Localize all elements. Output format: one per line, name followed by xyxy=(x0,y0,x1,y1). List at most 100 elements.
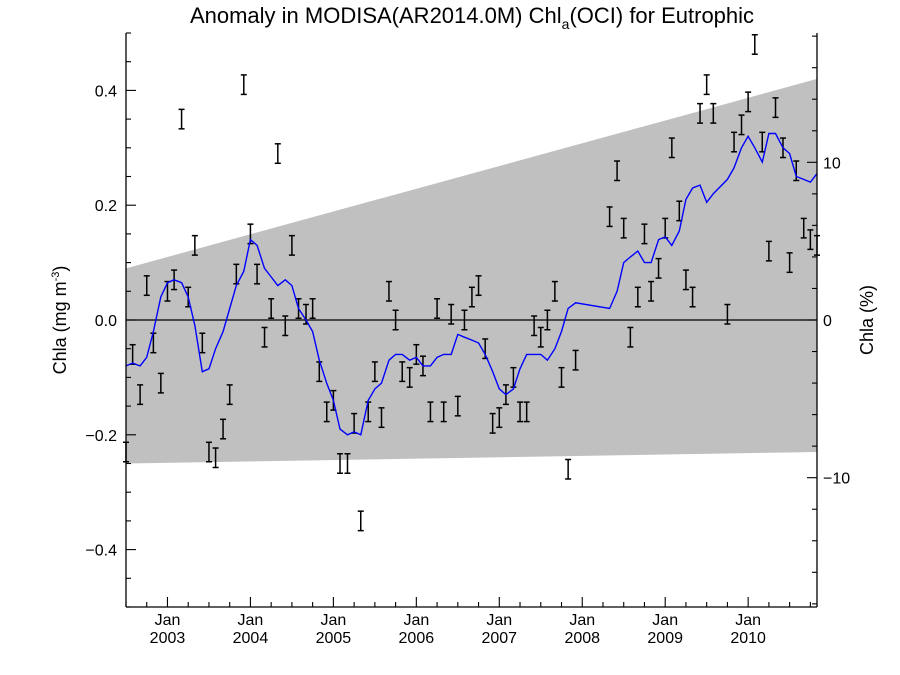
data-point xyxy=(682,269,689,291)
x-tick-label-month: Jan xyxy=(403,612,429,629)
y-tick-label: 0.0 xyxy=(95,313,117,330)
data-point xyxy=(558,366,565,388)
data-point xyxy=(254,263,261,285)
series-line xyxy=(125,132,818,436)
x-tick-label-month: Jan xyxy=(238,612,264,629)
data-point xyxy=(745,91,752,113)
data-point xyxy=(233,263,240,285)
x-tick-label-month: Jan xyxy=(569,612,595,629)
data-point xyxy=(697,102,704,124)
data-point xyxy=(648,280,655,302)
data-point xyxy=(523,401,530,423)
data-point xyxy=(461,309,468,331)
chart-title-prefix: Anomaly in MODISA(AR2014.0M) Chl xyxy=(190,3,562,28)
y2-tick-label: −10 xyxy=(823,471,850,488)
data-point xyxy=(309,298,316,320)
data-point xyxy=(392,309,399,331)
data-point xyxy=(572,349,579,371)
uncertainty-band xyxy=(126,78,817,464)
data-point xyxy=(634,286,641,308)
data-point xyxy=(434,298,441,320)
y-tick-label: 0.4 xyxy=(95,83,117,100)
x-tick-label-year: 2008 xyxy=(564,630,600,647)
data-point xyxy=(205,441,212,463)
data-point xyxy=(454,395,461,417)
x-tick-label-year: 2009 xyxy=(647,630,683,647)
data-point xyxy=(786,252,793,274)
data-point xyxy=(627,326,634,348)
data-point xyxy=(337,453,344,474)
y-axis-label-superscript: -3 xyxy=(50,272,62,282)
data-point xyxy=(551,280,558,302)
data-point xyxy=(226,384,233,406)
data-point xyxy=(531,315,538,337)
chart-title: Anomaly in MODISA(AR2014.0M) Chla(OCI) f… xyxy=(190,3,754,32)
data-point xyxy=(212,447,219,469)
y2-tick-label: 0 xyxy=(823,313,832,330)
data-point xyxy=(199,332,206,354)
data-point xyxy=(399,361,406,383)
data-point xyxy=(261,326,268,348)
data-point xyxy=(385,280,392,302)
data-point xyxy=(288,234,295,256)
data-point xyxy=(178,108,185,130)
chart-title-suffix: (OCI) for Eutrophic xyxy=(569,3,754,28)
data-point xyxy=(710,102,717,124)
x-tick-label-month: Jan xyxy=(155,612,181,629)
data-point xyxy=(606,206,613,228)
data-point xyxy=(143,275,150,297)
data-point xyxy=(378,407,385,429)
y-axis-label-suffix: ) xyxy=(50,266,70,272)
x-tick-label-month: Jan xyxy=(486,612,512,629)
chart-title-subscript: a xyxy=(562,16,570,32)
x-tick-label-month: Jan xyxy=(320,612,346,629)
data-point xyxy=(440,401,447,423)
data-point xyxy=(544,309,551,331)
data-point xyxy=(220,418,227,440)
data-point xyxy=(496,407,503,429)
x-tick-label-year: 2005 xyxy=(316,630,352,647)
data-point xyxy=(620,217,627,239)
data-point xyxy=(641,223,648,245)
data-point xyxy=(157,372,164,394)
data-point xyxy=(323,401,330,423)
x-tick-label-year: 2007 xyxy=(481,630,517,647)
data-point xyxy=(668,137,675,159)
data-point xyxy=(738,114,745,136)
y2-tick-label: 10 xyxy=(823,155,841,172)
x-tick-label-month: Jan xyxy=(735,612,761,629)
data-point xyxy=(475,275,482,297)
data-point xyxy=(517,401,524,423)
data-point xyxy=(357,510,364,532)
x-tick-label-year: 2004 xyxy=(233,630,269,647)
data-point xyxy=(468,286,475,308)
data-point xyxy=(731,131,738,153)
data-point xyxy=(655,257,662,279)
data-point xyxy=(800,217,807,239)
data-point xyxy=(344,453,351,474)
data-point xyxy=(274,143,281,165)
data-point xyxy=(751,33,758,55)
x-tick-label-month: Jan xyxy=(652,612,678,629)
y-axis-label-prefix: Chla (mg m xyxy=(50,281,70,374)
y2-axis-label: Chla (%) xyxy=(857,285,877,355)
x-tick-label-year: 2010 xyxy=(730,630,766,647)
data-point xyxy=(537,326,544,348)
data-point xyxy=(427,401,434,423)
data-point xyxy=(689,286,696,308)
data-point xyxy=(448,303,455,325)
data-point xyxy=(406,366,413,388)
data-point xyxy=(282,315,289,337)
data-point xyxy=(137,384,144,406)
data-point xyxy=(614,160,621,182)
data-point xyxy=(765,240,772,262)
y-axis-label: Chla (mg m-3) xyxy=(50,266,70,375)
data-point xyxy=(489,412,496,434)
data-point xyxy=(191,234,198,256)
x-tick-label-year: 2003 xyxy=(150,630,186,647)
data-point xyxy=(565,458,572,480)
data-point xyxy=(371,361,378,383)
data-point xyxy=(413,343,420,365)
data-point xyxy=(240,74,247,96)
